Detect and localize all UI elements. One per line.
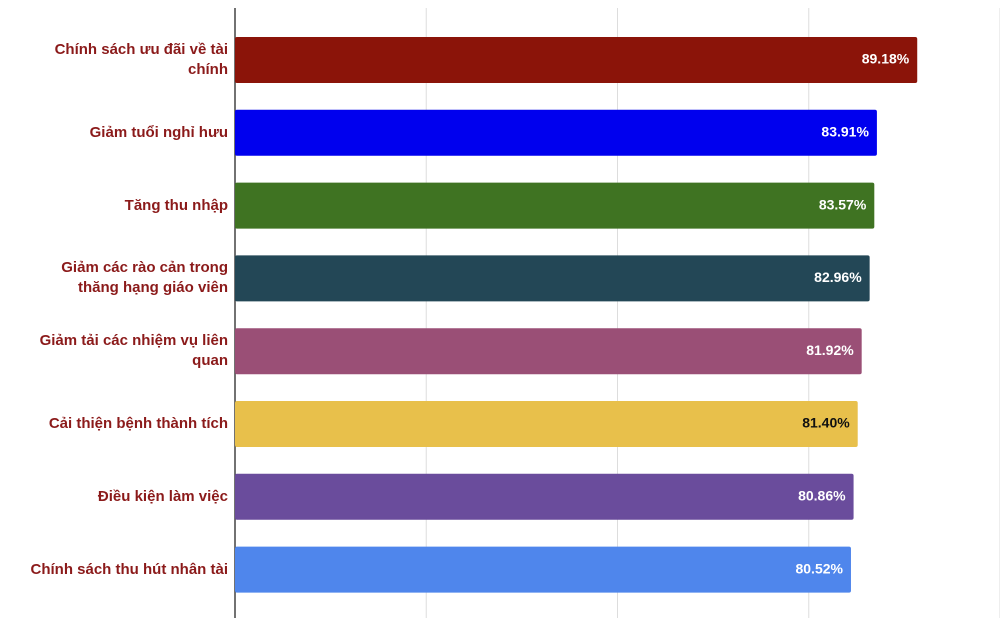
bar — [235, 37, 918, 83]
category-label: Giảm tuổi nghỉ hưu — [89, 123, 228, 141]
category-label: Chính sách ưu đãi về tài chính — [54, 41, 228, 78]
category-label: Tăng thu nhập — [124, 196, 228, 214]
value-label: 81.40% — [802, 415, 850, 431]
value-label: 83.57% — [819, 196, 867, 212]
bar — [235, 109, 877, 156]
value-label: 81.92% — [806, 342, 854, 358]
bar — [235, 546, 851, 593]
bar — [235, 401, 858, 447]
bar — [235, 328, 862, 375]
value-label: 80.52% — [795, 560, 843, 576]
bar — [235, 182, 875, 229]
bar — [235, 473, 854, 520]
value-label: 89.18% — [862, 51, 910, 67]
category-label: Giảm các rào cản trong thăng hạng giáo v… — [61, 259, 228, 297]
category-label: Điều kiện làm việc — [97, 487, 228, 505]
bar — [235, 255, 870, 302]
value-label: 80.86% — [798, 488, 846, 504]
value-label: 82.96% — [814, 269, 862, 285]
value-label: 83.91% — [821, 124, 869, 140]
category-label: Cải thiện bệnh thành tích — [48, 415, 228, 432]
category-label: Giảm tải các nhiệm vụ liên quan — [39, 332, 228, 370]
category-label: Chính sách thu hút nhân tài — [30, 560, 229, 578]
